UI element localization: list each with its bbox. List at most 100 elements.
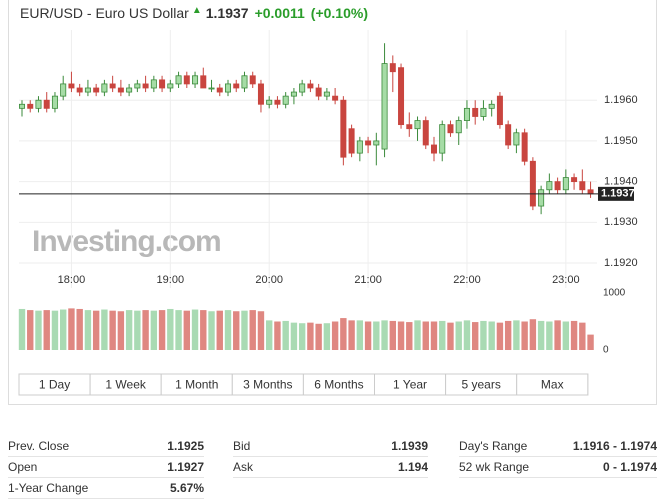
- candle-body: [175, 75, 182, 85]
- up-arrow: ▲: [191, 5, 202, 16]
- x-tick-label: 19:00: [157, 274, 185, 286]
- volume-bar: [92, 310, 100, 350]
- candle-body: [356, 140, 363, 154]
- candle-body: [282, 95, 289, 105]
- volume-bar: [570, 320, 578, 350]
- candle-body: [439, 124, 446, 154]
- volume-bar: [158, 310, 166, 350]
- stat-value: 5.67%: [169, 481, 204, 495]
- stats-row: Open 1.1927 Ask 1.194 52 wk Range 0 - 1.1974: [8, 457, 657, 478]
- range-button-label[interactable]: 6 Months: [314, 378, 363, 392]
- range-button[interactable]: 1 Week: [89, 373, 162, 396]
- volume-bar: [504, 320, 512, 350]
- range-button[interactable]: 3 Months: [231, 373, 304, 396]
- candle-body: [398, 67, 405, 126]
- candle-body: [414, 120, 421, 130]
- range-button[interactable]: 1 Month: [160, 373, 233, 396]
- candle-body: [134, 83, 141, 89]
- volume-bar: [455, 321, 462, 350]
- stats-row: Prev. Close 1.1925 Bid 1.1939 Day's Range 1.1…: [8, 436, 657, 457]
- stat-value: 1.1916 - 1.1974: [572, 439, 657, 453]
- stat-value: 0 - 1.1974: [602, 460, 657, 474]
- candle-body: [348, 128, 355, 154]
- range-button-label[interactable]: 3 Months: [243, 378, 292, 392]
- volume-bar: [183, 310, 190, 350]
- stats-row: 1-Year Change 5.67%: [8, 478, 657, 499]
- volume-bar: [356, 320, 364, 350]
- candle-body: [496, 95, 503, 126]
- candle-body: [35, 99, 42, 109]
- candle-body: [538, 189, 545, 207]
- stats-table: Prev. Close 1.1925 Bid 1.1939 Day's Range 1.1…: [8, 436, 657, 499]
- volume-bar: [216, 310, 223, 350]
- range-button[interactable]: 6 Months: [302, 373, 375, 396]
- candle-body: [307, 83, 314, 89]
- candle-body: [142, 83, 149, 89]
- volume-bar: [125, 310, 133, 350]
- volume-bar: [562, 321, 570, 350]
- volume-bar: [307, 322, 314, 350]
- change-pct: (+0.10%): [310, 5, 368, 21]
- candle-body: [84, 87, 91, 93]
- volume-bar: [529, 319, 537, 350]
- volume-bar: [117, 311, 125, 350]
- candle-body: [60, 83, 67, 97]
- x-tick-label: 18:00: [58, 274, 86, 286]
- candle-body: [546, 181, 553, 191]
- stat-label: 1-Year Change: [8, 481, 89, 495]
- candle-body: [340, 99, 347, 158]
- candle-body: [117, 87, 124, 93]
- candle-body: [216, 87, 223, 93]
- candle-body: [126, 87, 133, 93]
- volume-bar: [274, 321, 281, 350]
- volume-bar: [35, 310, 42, 350]
- volume-bar: [266, 320, 273, 350]
- candle-body: [513, 132, 520, 146]
- candle-body: [192, 75, 199, 85]
- range-button-label[interactable]: 1 Day: [39, 378, 70, 392]
- range-button-label[interactable]: 1 Week: [105, 378, 146, 392]
- volume-bar: [60, 309, 67, 350]
- range-button[interactable]: 1 Year: [374, 373, 447, 396]
- candle-body: [43, 99, 50, 109]
- candle-body: [257, 83, 264, 105]
- volume-bar: [191, 309, 199, 350]
- last-price-label: 1.1937: [601, 188, 635, 200]
- candle-body: [472, 107, 479, 117]
- range-button[interactable]: 1 Day: [18, 373, 91, 396]
- range-button[interactable]: Max: [516, 373, 589, 396]
- candle-body: [266, 99, 273, 105]
- candle-body: [521, 132, 528, 162]
- candle-body: [529, 160, 536, 207]
- range-button-label[interactable]: 1 Year: [393, 378, 427, 392]
- range-button-label[interactable]: 5 years: [461, 378, 500, 392]
- volume-bar: [241, 310, 248, 350]
- range-button-label[interactable]: Max: [541, 378, 564, 392]
- volume-bar: [587, 334, 594, 350]
- volume-bar: [397, 321, 405, 350]
- volume-bar: [488, 321, 495, 350]
- volume-bar: [472, 322, 479, 350]
- range-button-label[interactable]: 1 Month: [175, 378, 218, 392]
- volume-bar: [364, 321, 372, 350]
- volume-bar: [298, 323, 306, 350]
- volume-bar: [68, 308, 75, 350]
- volume-bar: [521, 321, 528, 350]
- stat-label: Ask: [233, 460, 254, 474]
- volume-bar: [43, 310, 50, 350]
- volume-bar: [175, 310, 182, 350]
- stat-value: 1.1939: [391, 439, 428, 453]
- volume-bar: [315, 323, 322, 350]
- volume-bar: [150, 310, 158, 350]
- candle-body: [447, 124, 454, 134]
- volume-bar: [257, 311, 265, 350]
- candle-body: [463, 107, 470, 121]
- candle-body: [109, 83, 116, 89]
- range-button[interactable]: 5 years: [445, 373, 518, 396]
- range-button-bg[interactable]: [516, 373, 589, 396]
- volume-bar: [373, 321, 380, 350]
- stats-cell: Bid 1.1939: [233, 436, 428, 457]
- stat-label: Open: [8, 460, 38, 474]
- volume-bar: [51, 310, 59, 350]
